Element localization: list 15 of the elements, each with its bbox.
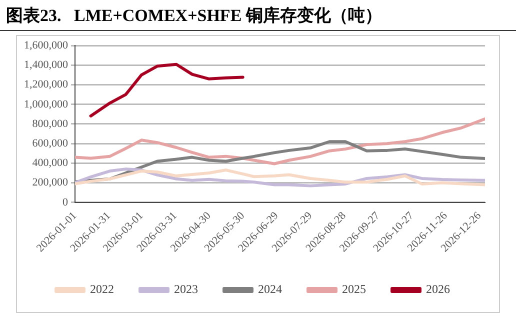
y-tick-label: 1,600,000	[24, 39, 68, 52]
legend-label: 2022	[90, 282, 114, 296]
legend-label: 2026	[426, 282, 450, 296]
y-tick-label: 0	[62, 196, 68, 208]
y-tick-label: 600,000	[32, 137, 68, 150]
legend-label: 2023	[174, 282, 198, 296]
y-tick-label: 1,400,000	[24, 59, 68, 72]
y-tick-label: 1,200,000	[24, 78, 68, 91]
legend-label: 2024	[258, 282, 282, 296]
y-tick-label: 200,000	[32, 176, 68, 189]
y-tick-label: 400,000	[32, 157, 68, 170]
legend-label: 2025	[342, 282, 366, 296]
y-tick-label: 800,000	[32, 118, 68, 130]
y-tick-label: 1,000,000	[24, 98, 68, 110]
chart-title: 图表23. LME+COMEX+SHFE 铜库存变化（吨）	[0, 0, 516, 31]
